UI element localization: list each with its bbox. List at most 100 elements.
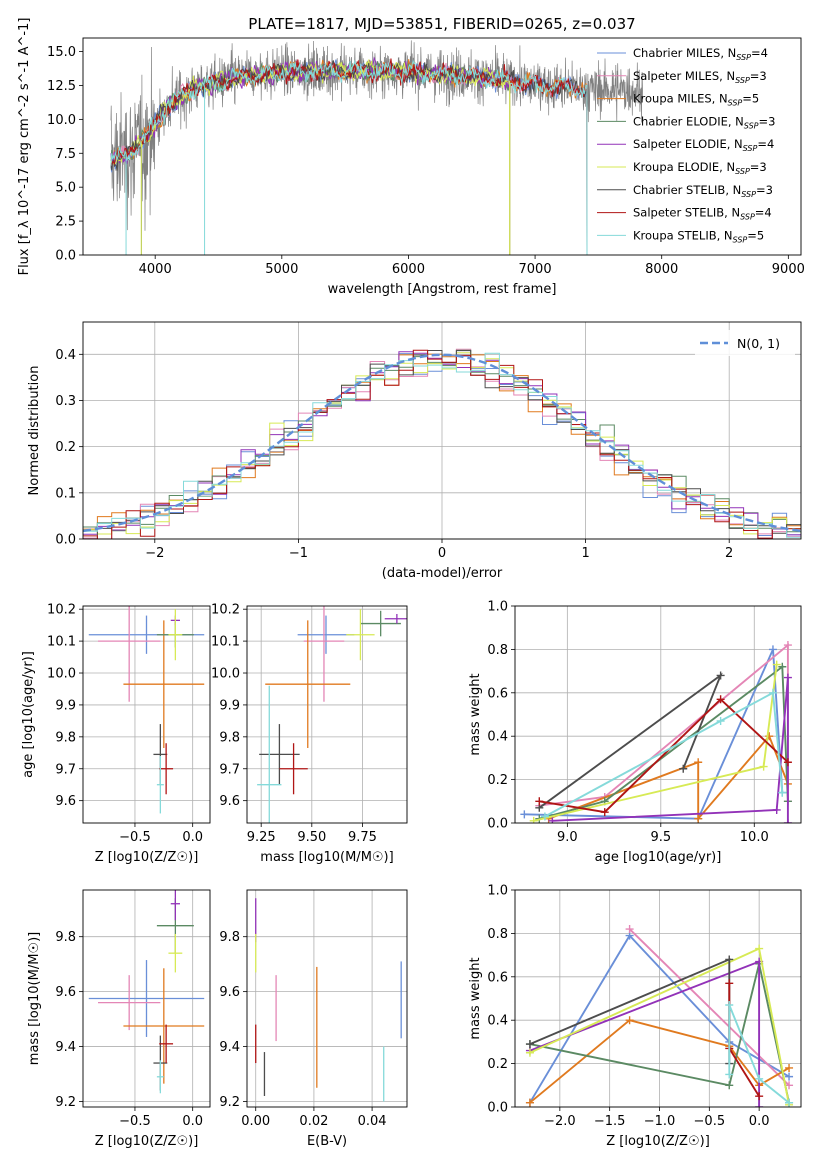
legend-count: =4: [751, 46, 768, 60]
legend-model-name: Salpeter ELODIE, N: [633, 137, 743, 151]
weight-marker: [755, 1092, 764, 1101]
y-tick-label: 0.3: [55, 394, 76, 409]
y-tick-label: 0.8: [487, 643, 508, 658]
x-axis-label: Z [log10(Z/Z☉)]: [606, 1134, 710, 1149]
x-tick-label: 9.5: [650, 830, 671, 845]
weight-marker: [694, 814, 703, 823]
weight-marker: [525, 1098, 534, 1107]
weight-marker: [785, 1063, 794, 1072]
y-tick-label: 2.5: [55, 215, 76, 230]
mass_vs_z-panel: −0.5 0.0 9.2 9.4 9.6 9.8 Z [log10(Z/Z☉)] mass […: [27, 889, 211, 1149]
legend-subscript: SSP: [741, 190, 756, 199]
axes-frame: [514, 889, 802, 1108]
error-bars: [88, 606, 205, 814]
mass_vs_ebv-panel: 0.00 0.02 0.04 9.2 9.4 9.6 9.8 E(B-V): [219, 889, 408, 1149]
y-axis-label: mass weight: [468, 673, 483, 755]
legend-subscript: SSP: [736, 53, 751, 62]
y-tick-label: 10.0: [47, 113, 76, 128]
weight-marker: [772, 805, 781, 814]
legend-count: =5: [742, 92, 759, 106]
legend-label: Chabrier ELODIE, NSSP=3: [633, 114, 775, 130]
y-tick-label: 0.2: [487, 773, 508, 788]
legend-count: =3: [750, 69, 767, 83]
legend-count: =3: [750, 160, 767, 174]
error-bars: [255, 898, 402, 1102]
x-tick-label: −0.5: [694, 1114, 726, 1129]
weight-marker: [755, 1074, 764, 1083]
error-bars: [257, 606, 407, 823]
legend-subscript: SSP: [743, 144, 758, 153]
ticks: 9.25 9.50 9.75 9.6 9.7 9.8 9.9 10.0 10.1 10.2: [211, 603, 377, 845]
y-tick-label: 1.0: [487, 600, 508, 615]
y-tick-label: 0.8: [487, 927, 508, 942]
residuals-panel: −2 −1 0 1 2 0.0 0.1 0.2 0.3 0.4 (data-model)/error…: [27, 321, 802, 581]
y-tick-label: 9.8: [55, 930, 76, 945]
y-tick-label: 0.0: [487, 1101, 508, 1116]
weight-marker: [783, 819, 792, 823]
age_vs_z-panel: −0.5 0.0 9.6 9.7 9.8 9.9 10.0 10.1 10.2 Z [log10(…: [21, 603, 211, 865]
legend-label: N(0, 1): [737, 336, 780, 351]
y-tick-label: 0.6: [487, 970, 508, 985]
x-tick-label: 9.0: [557, 830, 578, 845]
weight-marker: [716, 695, 725, 704]
ticks: −0.5 0.0 9.2 9.4 9.6 9.8: [55, 930, 203, 1129]
weight-marker: [625, 1016, 634, 1025]
x-axis-label: Z [log10(Z/Z☉)]: [95, 1134, 199, 1149]
weight-marker: [600, 808, 609, 817]
weight-marker: [725, 1081, 734, 1090]
y-tick-label: 9.2: [219, 1095, 240, 1110]
model-spectrum-5: [110, 59, 511, 255]
y-axis-label: mass [log10(M/M☉)]: [27, 932, 42, 1065]
x-axis-label: (data-model)/error: [382, 566, 503, 581]
chart-panels: 4000 5000 6000 7000 8000 90000.02.55.07.510.0…: [17, 18, 805, 1149]
x-axis-label: Z [log10(Z/Z☉)]: [95, 850, 199, 865]
y-tick-label: 0.0: [55, 533, 76, 548]
y-tick-label: 10.0: [211, 667, 240, 682]
y-tick-label: 10.1: [47, 635, 76, 650]
y-tick-label: 10.2: [211, 603, 240, 618]
weight-series-8: [544, 691, 784, 818]
weight-marker: [679, 764, 688, 773]
legend-count: =3: [759, 114, 776, 128]
weight-marker: [725, 1070, 734, 1079]
x-tick-label: 1: [581, 546, 589, 561]
x-tick-label: 10.0: [740, 830, 769, 845]
weight-marker: [783, 673, 792, 682]
legend-label: Kroupa STELIB, NSSP=5: [633, 228, 764, 244]
y-tick-label: 0.6: [487, 686, 508, 701]
y-axis-label: Normed distribution: [27, 366, 42, 496]
x-tick-label: 0.0: [182, 830, 203, 845]
histogram-8: [83, 352, 801, 538]
y-tick-label: 10.2: [47, 603, 76, 618]
model-spectrum-8: [110, 59, 588, 255]
y-tick-label: 9.6: [55, 985, 76, 1000]
legend-count: =5: [747, 228, 764, 242]
x-tick-label: 0.0: [182, 1114, 203, 1129]
legend-label: Salpeter ELODIE, NSSP=4: [633, 137, 774, 153]
y-tick-label: 9.6: [55, 794, 76, 809]
ticks: −2 −1 0 1 2 0.0 0.1 0.2 0.3 0.4: [55, 348, 733, 561]
y-tick-label: 5.0: [55, 181, 76, 196]
weight-marker: [716, 717, 725, 726]
y-tick-label: 9.8: [55, 730, 76, 745]
histogram-7: [83, 349, 801, 539]
weight-lines: [525, 925, 794, 1107]
axes-frame: [514, 605, 802, 824]
spectrum-panel: 4000 5000 6000 7000 8000 9000 0.0 2.5 5.0 7.5 10.0…: [17, 18, 805, 297]
weight-marker: [535, 797, 544, 806]
weight-series-7: [539, 697, 789, 814]
figure-title: PLATE=1817, MJD=53851, FIBERID=0265, z=0…: [248, 15, 635, 33]
histograms: [83, 348, 801, 539]
legend-label: Salpeter MILES, NSSP=3: [633, 69, 767, 85]
weight-marker: [785, 1072, 794, 1081]
y-tick-label: 9.6: [219, 985, 240, 1000]
legend-subscript: SSP: [728, 99, 743, 108]
weight-marker: [694, 758, 703, 767]
y-tick-label: 10.1: [211, 635, 240, 650]
weight-marker: [529, 816, 538, 823]
ticks: 4000 5000 6000 7000 8000 9000 0.0 2.5 5.0 7.5 10.0…: [47, 45, 805, 277]
legend-model-name: Kroupa ELODIE, N: [633, 160, 735, 174]
legend-subscript: SSP: [735, 76, 750, 85]
